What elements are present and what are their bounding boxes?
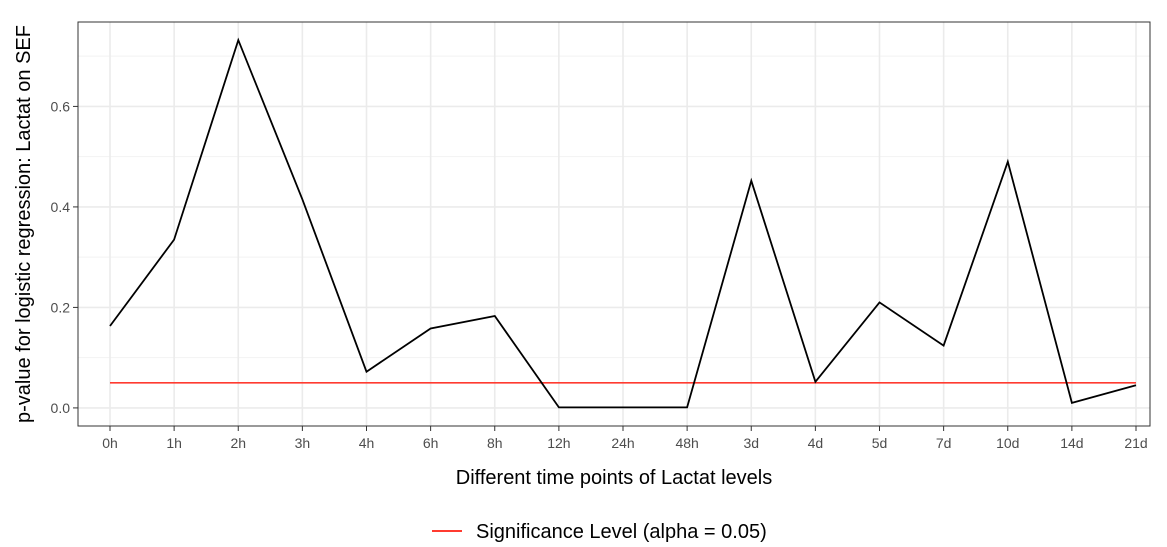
x-tick-label: 12h xyxy=(547,435,570,451)
x-axis-title: Different time points of Lactat levels xyxy=(456,467,772,489)
x-tick-label: 7d xyxy=(936,435,952,451)
x-tick-label: 5d xyxy=(872,435,888,451)
x-tick-label: 48h xyxy=(675,435,698,451)
x-tick-label: 0h xyxy=(102,435,118,451)
y-tick-label: 0.6 xyxy=(51,98,71,114)
legend: Significance Level (alpha = 0.05) xyxy=(432,521,767,543)
y-tick-label: 0.4 xyxy=(51,199,71,215)
y-tick-label: 0.0 xyxy=(51,400,71,416)
axis-ticks: 0.0 0.2 0.4 0.6 0h 1h 2h 3h 4h 6h 8h 12h 24h 48h 3d 4d 5… xyxy=(51,98,1148,451)
x-tick-label: 2h xyxy=(230,435,246,451)
x-tick-label: 6h xyxy=(423,435,439,451)
x-tick-label: 4h xyxy=(359,435,375,451)
x-tick-label: 3d xyxy=(743,435,759,451)
p-value-series-line xyxy=(109,37,1137,409)
legend-label-significance: Significance Level (alpha = 0.05) xyxy=(476,521,767,543)
x-tick-label: 10d xyxy=(996,435,1019,451)
x-tick-label: 8h xyxy=(487,435,503,451)
y-tick-label: 0.2 xyxy=(51,299,71,315)
series-layer xyxy=(109,37,1137,409)
x-tick-label: 3h xyxy=(295,435,311,451)
grid-lines xyxy=(78,22,1150,426)
y-axis-title: p-value for logistic regression: Lactat … xyxy=(13,25,35,423)
x-tick-label: 21d xyxy=(1124,435,1147,451)
x-tick-label: 14d xyxy=(1060,435,1083,451)
x-tick-label: 24h xyxy=(611,435,634,451)
x-tick-label: 1h xyxy=(166,435,182,451)
plot-panel-border xyxy=(77,21,1151,427)
x-tick-label: 4d xyxy=(808,435,824,451)
